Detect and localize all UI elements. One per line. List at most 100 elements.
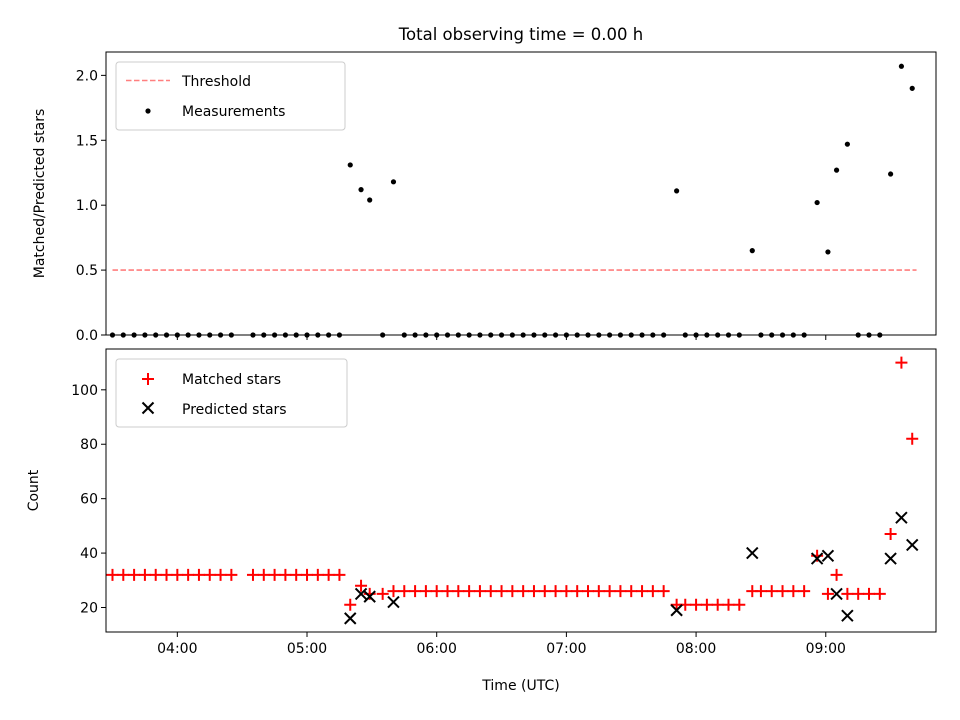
matched-stars-point xyxy=(138,568,151,581)
measurement-point xyxy=(749,248,755,254)
measurement-point xyxy=(367,197,373,203)
bottom-legend-predicted-label: Predicted stars xyxy=(182,402,287,418)
matched-stars-point xyxy=(527,585,540,598)
matched-stars-point xyxy=(214,568,227,581)
bottom-legend-predicted-swatch xyxy=(141,401,155,415)
matched-stars-point xyxy=(257,568,270,581)
matched-stars-point xyxy=(776,585,789,598)
matched-stars-point xyxy=(452,585,465,598)
matched-stars-point xyxy=(290,568,303,581)
predicted-stars-point xyxy=(810,552,824,565)
matched-stars-point xyxy=(279,568,292,581)
matched-stars-point xyxy=(700,598,713,611)
bottom-y-tick-label: 60 xyxy=(80,492,98,508)
matched-stars-point xyxy=(344,598,357,611)
matched-stars-point xyxy=(182,568,195,581)
predicted-stars-point xyxy=(841,609,854,622)
predicted-stars-point xyxy=(746,546,759,560)
matched-stars-point xyxy=(463,585,476,598)
matched-stars-point xyxy=(560,585,573,598)
bottom-legend-matched-swatch xyxy=(142,373,154,385)
top-x-axis xyxy=(176,335,827,340)
matched-stars-point xyxy=(603,585,616,598)
matched-stars-point xyxy=(473,585,486,598)
matched-stars-point xyxy=(906,432,919,445)
bottom-legend: Matched stars Predicted stars xyxy=(115,358,348,428)
bottom-series-matched-stars xyxy=(106,356,919,611)
bottom-panel: 20 40 60 80 100 04:00 05:00 06:00 07:00 08:00 09:… xyxy=(26,348,937,694)
top-y-tick-label: 0.5 xyxy=(76,263,98,279)
matched-stars-point xyxy=(225,568,238,581)
bottom-series-predicted-stars xyxy=(344,511,919,625)
matched-stars-point xyxy=(733,598,746,611)
measurement-point xyxy=(898,63,905,69)
bottom-x-tick-label: 09:00 xyxy=(806,641,846,657)
top-legend-threshold-label: Threshold xyxy=(181,74,251,90)
bottom-legend-matched-label: Matched stars xyxy=(182,372,281,388)
matched-stars-point xyxy=(811,549,824,562)
matched-stars-point xyxy=(722,598,735,611)
bottom-plot xyxy=(106,356,919,625)
matched-stars-point xyxy=(376,587,389,600)
matched-stars-point xyxy=(592,585,605,598)
matched-stars-point xyxy=(333,568,346,581)
bottom-axes-frame xyxy=(105,348,937,633)
bottom-x-tick-label: 05:00 xyxy=(287,641,327,657)
predicted-stars-point xyxy=(895,511,908,524)
top-series-measurements xyxy=(109,63,915,338)
matched-stars-point xyxy=(117,568,130,581)
matched-stars-point xyxy=(506,585,519,598)
measurement-point xyxy=(888,171,894,177)
matched-stars-point xyxy=(192,568,205,581)
matched-stars-point xyxy=(430,585,443,598)
measurement-point xyxy=(825,249,831,255)
measurement-point xyxy=(844,141,850,147)
bottom-x-axis-label: Time (UTC) xyxy=(481,678,559,694)
matched-stars-point xyxy=(549,585,562,598)
predicted-stars-point xyxy=(821,549,835,563)
matched-stars-point xyxy=(355,579,368,592)
top-legend-box xyxy=(115,61,346,131)
top-legend-measurements-swatch xyxy=(145,108,151,114)
predicted-stars-point xyxy=(387,595,400,609)
matched-stars-point xyxy=(398,585,411,598)
figure-title: Total observing time = 0.00 h xyxy=(398,25,643,44)
top-panel: 0.00.51.01.52.0 Matched/Predicted stars … xyxy=(32,51,937,344)
top-y-tick-label: 0.0 xyxy=(76,328,98,344)
top-y-axis-label: Matched/Predicted stars xyxy=(32,109,48,279)
measurement-point xyxy=(358,187,364,193)
matched-stars-point xyxy=(765,585,778,598)
measurement-point xyxy=(833,167,840,173)
matched-stars-point xyxy=(106,568,119,581)
matched-stars-point xyxy=(387,585,400,598)
matched-stars-point xyxy=(798,585,811,598)
matched-stars-point xyxy=(830,568,843,581)
bottom-x-tick-label: 04:00 xyxy=(157,641,197,657)
measurement-point xyxy=(390,179,397,185)
matched-stars-point xyxy=(787,585,800,598)
top-y-tick-label: 2.0 xyxy=(76,68,98,84)
matched-stars-point xyxy=(884,528,897,541)
matched-stars-point xyxy=(495,585,508,598)
bottom-y-tick-label: 40 xyxy=(80,546,98,562)
matched-stars-point xyxy=(862,587,875,600)
bottom-x-tick-label: 06:00 xyxy=(417,641,457,657)
matched-stars-point xyxy=(128,568,141,581)
predicted-stars-point xyxy=(670,604,683,617)
top-plot xyxy=(109,63,917,338)
predicted-stars-point xyxy=(830,587,843,601)
matched-stars-point xyxy=(301,568,314,581)
bottom-y-axis-label: Count xyxy=(26,469,42,511)
matched-stars-point xyxy=(852,587,865,600)
predicted-stars-point xyxy=(884,552,897,565)
matched-stars-point xyxy=(625,585,638,598)
matched-stars-point xyxy=(646,585,659,598)
predicted-stars-point xyxy=(344,612,357,625)
predicted-stars-point xyxy=(363,590,376,603)
matched-stars-point xyxy=(268,568,281,581)
matched-stars-point xyxy=(517,585,530,598)
measurement-point xyxy=(674,188,680,194)
top-legend-measurements-label: Measurements xyxy=(182,104,285,120)
matched-stars-point xyxy=(203,568,216,581)
matched-stars-point xyxy=(873,587,886,600)
